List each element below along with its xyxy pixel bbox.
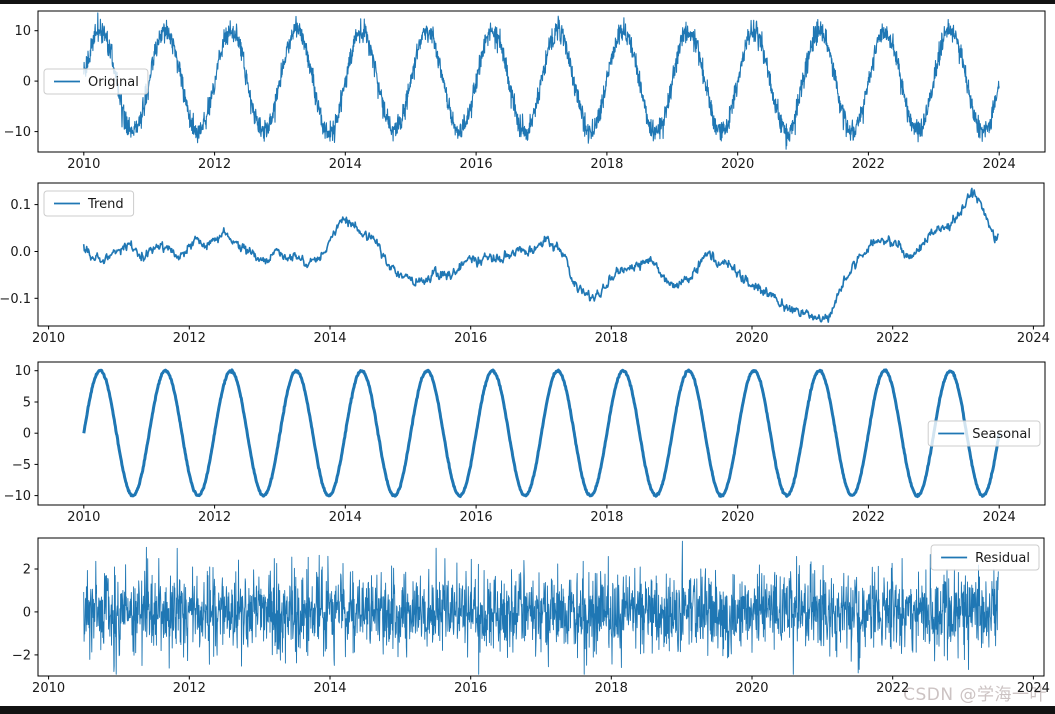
original-legend-box xyxy=(43,68,149,95)
trend-series-line xyxy=(82,187,1000,323)
trend-y-tick-label: 0.1 xyxy=(10,198,31,213)
residual-x-tick-label: 2022 xyxy=(876,681,909,696)
residual-x-tick-label: 2016 xyxy=(454,681,487,696)
trend-x-tick-label: 2020 xyxy=(735,331,768,346)
residual-axes-frame xyxy=(37,537,1045,677)
trend-axes-frame xyxy=(37,182,1045,327)
residual-legend-box xyxy=(930,544,1040,571)
trend-legend-label: Trend xyxy=(87,197,124,212)
original-y-tick-label: 0 xyxy=(23,75,31,90)
residual-x-tick-label: 2018 xyxy=(595,681,628,696)
residual-x-tick-label: 2024 xyxy=(1017,681,1050,696)
subplot-seasonal: 2010 2012 2014 2016 2018 2020 2022 2024 −10 −5 0 5 1… xyxy=(4,361,1046,525)
subplot-residual: 2010 2012 2014 2016 2018 2020 2022 2024 −2 0 2 Resi… xyxy=(12,537,1050,696)
subplot-trend: 2010 2012 2014 2016 2018 2020 2022 2024 −0.1 0.0 0… xyxy=(0,182,1050,346)
seasonal-y-tick-label: 5 xyxy=(23,396,31,411)
trend-x-tick-label: 2022 xyxy=(876,331,909,346)
seasonal-legend-box xyxy=(927,420,1041,447)
trend-x-tick-label: 2014 xyxy=(313,331,346,346)
seasonal-x-tick-label: 2020 xyxy=(721,510,754,525)
original-y-tick-label: −10 xyxy=(4,125,31,140)
watermark-text: CSDN @学海一叶 xyxy=(903,685,1047,705)
original-axes-frame xyxy=(37,10,1046,153)
residual-legend-label: Residual xyxy=(975,551,1030,566)
seasonal-y-tick-label: −10 xyxy=(4,489,31,504)
residual-y-tick-label: 0 xyxy=(23,605,31,620)
original-legend: Original xyxy=(43,68,149,95)
original-x-tick-label: 2020 xyxy=(721,157,754,172)
trend-legend: Trend xyxy=(43,190,135,217)
trend-x-tick-label: 2016 xyxy=(454,331,487,346)
seasonal-x-tick-label: 2012 xyxy=(198,510,231,525)
seasonal-legend: Seasonal xyxy=(927,420,1041,447)
trend-x-tick-label: 2024 xyxy=(1017,331,1050,346)
residual-x-tick-label: 2010 xyxy=(32,681,65,696)
seasonal-x-tick-label: 2010 xyxy=(67,510,100,525)
original-x-tick-label: 2014 xyxy=(329,157,362,172)
seasonal-x-tick-label: 2014 xyxy=(329,510,362,525)
trend-x-tick-label: 2018 xyxy=(595,331,628,346)
residual-x-tick-label: 2014 xyxy=(313,681,346,696)
seasonal-x-tick-label: 2016 xyxy=(460,510,493,525)
residual-x-tick-label: 2020 xyxy=(735,681,768,696)
residual-series-line xyxy=(83,540,999,675)
residual-legend: Residual xyxy=(930,544,1040,571)
original-x-tick-label: 2012 xyxy=(198,157,231,172)
original-x-tick-label: 2022 xyxy=(852,157,885,172)
seasonal-series-line xyxy=(82,368,1001,499)
seasonal-y-tick-label: 0 xyxy=(23,427,31,442)
original-x-tick-label: 2024 xyxy=(983,157,1016,172)
window-top-edge xyxy=(0,0,1055,4)
original-x-tick-label: 2010 xyxy=(67,157,100,172)
seasonal-x-tick-label: 2018 xyxy=(590,510,623,525)
window-bottom-edge xyxy=(0,706,1055,714)
residual-y-tick-label: 2 xyxy=(23,563,31,578)
trend-y-tick-label: 0.0 xyxy=(10,245,31,260)
seasonal-legend-label: Seasonal xyxy=(972,427,1031,442)
original-x-tick-label: 2016 xyxy=(460,157,493,172)
residual-y-tick-label: −2 xyxy=(12,648,31,663)
seasonal-x-tick-label: 2024 xyxy=(983,510,1016,525)
trend-x-tick-label: 2010 xyxy=(32,331,65,346)
subplot-original: 2010 2012 2014 2016 2018 2020 2022 2024 −10 0 10 Or… xyxy=(4,10,1046,172)
original-legend-label: Original xyxy=(88,75,139,90)
original-y-tick-label: 10 xyxy=(14,24,31,39)
trend-y-tick-label: −0.1 xyxy=(0,292,31,307)
residual-x-tick-label: 2012 xyxy=(173,681,206,696)
original-x-tick-label: 2018 xyxy=(590,157,623,172)
original-series-line xyxy=(83,12,1000,150)
trend-x-tick-label: 2012 xyxy=(173,331,206,346)
seasonal-y-tick-label: −5 xyxy=(12,458,31,473)
seasonal-y-tick-label: 10 xyxy=(14,364,31,379)
seasonal-x-tick-label: 2022 xyxy=(852,510,885,525)
trend-legend-box xyxy=(43,190,135,217)
